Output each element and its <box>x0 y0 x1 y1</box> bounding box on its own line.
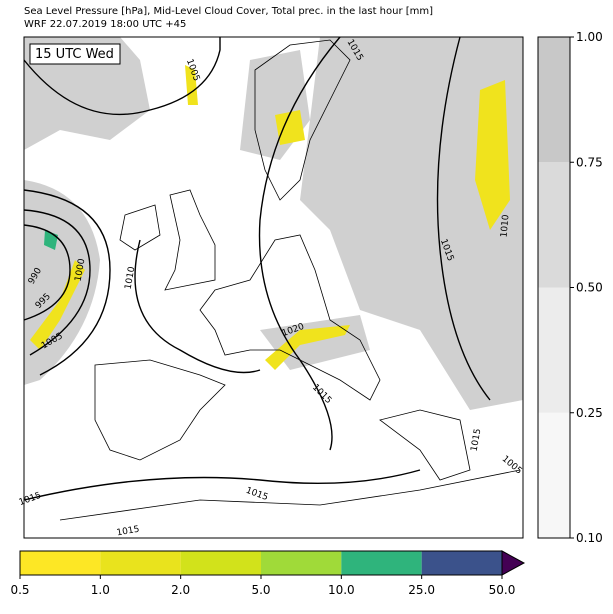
contour-label: 1000 <box>74 258 88 283</box>
rain-area <box>275 110 305 145</box>
contour-label: 1010 <box>124 266 138 291</box>
cloud-area <box>300 37 523 410</box>
isobar <box>23 469 421 501</box>
coastline <box>59 469 521 521</box>
contour-label: 1015 <box>116 525 140 539</box>
colorbar-tick-label: 0.75 <box>576 155 603 169</box>
contour-label: 1010 <box>500 214 512 238</box>
colorbar-tick-label: 0.5 <box>10 583 29 597</box>
coastline <box>94 359 226 461</box>
isobar <box>23 189 111 376</box>
colorbar-segment <box>538 412 570 538</box>
map-border <box>23 36 524 539</box>
time-label: 15 UTC Wed <box>35 47 114 62</box>
colorbar-tick-label: 0.25 <box>576 406 603 420</box>
coastlines <box>59 39 521 521</box>
colorbar-segment <box>100 551 181 575</box>
cloud-colorbar: 0.10 0.25 0.50 0.75 1.00 <box>537 30 603 545</box>
time-box <box>29 43 121 65</box>
coastline <box>379 409 471 481</box>
isobar <box>258 36 341 451</box>
coastline <box>254 39 351 201</box>
colorbar-tick-label: 5.0 <box>251 583 270 597</box>
contour-label: 1015 <box>470 428 484 452</box>
isobar <box>134 239 261 374</box>
title: Sea Level Pressure [hPa], Mid-Level Clou… <box>24 6 433 17</box>
colorbar-tick-label: 50.0 <box>489 583 516 597</box>
colorbar-tick-label: 2.0 <box>171 583 190 597</box>
colorbar-tick-label: 10.0 <box>328 583 355 597</box>
rain-area <box>30 260 85 350</box>
colorbar-tick-label: 1.00 <box>576 30 603 44</box>
rain-area <box>475 80 510 230</box>
colorbar-segment <box>341 551 422 575</box>
coastline <box>119 204 161 251</box>
colorbar-segment <box>20 551 101 575</box>
colorbar-tick-label: 0.50 <box>576 281 603 295</box>
colorbar-tick-label: 25.0 <box>408 583 435 597</box>
subtitle: WRF 22.07.2019 18:00 UTC +45 <box>24 19 186 30</box>
colorbar-segment <box>538 37 570 163</box>
colorbar-segment <box>538 287 570 413</box>
coastline <box>199 234 381 401</box>
colorbar-segment <box>421 551 502 575</box>
colorbar-tick-label: 0.10 <box>576 531 603 545</box>
isobars <box>23 36 491 501</box>
colorbar-segment <box>538 162 570 288</box>
colorbar-tick-label: 1.0 <box>91 583 110 597</box>
cloud-area <box>24 37 150 150</box>
precip-colorbar: 0.5 1.0 2.0 5.0 10.0 25.0 50.0 <box>10 550 526 597</box>
isobar <box>436 36 491 401</box>
rain-area <box>265 325 350 370</box>
colorbar-segment <box>261 551 342 575</box>
coastline <box>164 189 216 291</box>
map-frame: 15 UTC Wed <box>23 36 524 539</box>
colorbar-segment <box>180 551 261 575</box>
colorbar-extend <box>501 550 526 576</box>
isobar <box>23 37 221 116</box>
isobar <box>23 224 71 321</box>
isobar <box>23 209 91 356</box>
